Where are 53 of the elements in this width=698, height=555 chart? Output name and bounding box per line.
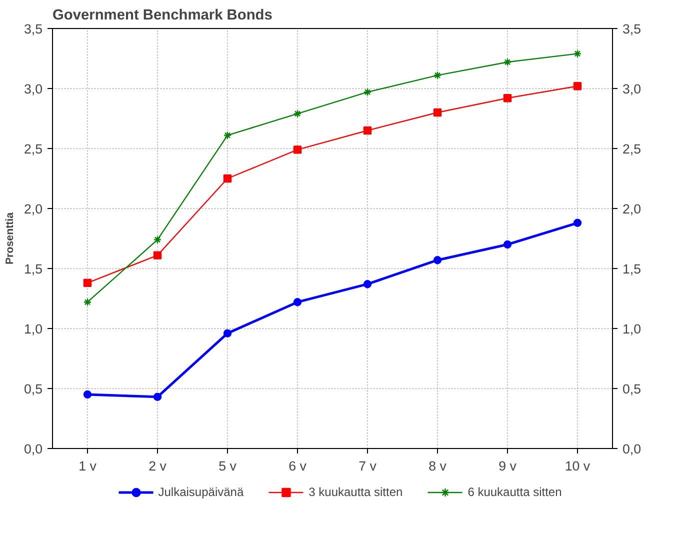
point [573, 82, 582, 90]
x-tick-label: 5 v [218, 458, 237, 474]
y2-tick-label: 3,0 [622, 82, 642, 96]
x-tick-label: 9 v [498, 458, 517, 474]
y2-tick-label: 3,5 [622, 22, 642, 36]
y-tick-label: 0,0 [24, 442, 43, 456]
point [363, 280, 372, 288]
y-tick-label: 2,0 [24, 202, 43, 216]
y-tick-label: 0,5 [24, 382, 43, 396]
y2-tick-label: 0,0 [622, 442, 642, 456]
point [433, 256, 442, 264]
y-axis-title: Prosenttia [4, 212, 16, 265]
legend-label: Julkaisupäivänä [158, 485, 244, 499]
y2-tick-label: 1,5 [622, 262, 642, 276]
x-tick-label: 10 v [564, 458, 590, 474]
point [503, 240, 512, 249]
point [83, 298, 92, 306]
point [153, 392, 162, 401]
x-tick-label: 7 v [358, 458, 377, 474]
point [503, 58, 512, 66]
x-tick-label: 1 v [78, 458, 97, 474]
legend-label: 6 kuukautta sitten [468, 485, 562, 499]
y2-tick-label: 0,5 [622, 382, 642, 396]
point [153, 251, 162, 260]
y-tick-label: 1,5 [24, 262, 43, 276]
point [83, 278, 92, 287]
chart-title: Government Benchmark Bonds [52, 8, 272, 24]
y-tick-label: 3,0 [24, 82, 43, 96]
point [293, 298, 302, 306]
x-tick-label: 2 v [148, 458, 167, 474]
y2-tick-label: 2,5 [622, 142, 642, 156]
point [363, 126, 372, 135]
point [503, 94, 512, 102]
legend-label: 3 kuukautta sitten [308, 485, 403, 499]
y-tick-label: 2,5 [24, 142, 43, 156]
y2-tick-label: 2,0 [622, 202, 642, 216]
point [363, 88, 372, 96]
point [153, 236, 162, 244]
point [223, 131, 232, 140]
point [433, 71, 442, 80]
point [223, 174, 232, 183]
x-tick-label: 6 v [288, 458, 307, 474]
point [83, 390, 92, 399]
point [433, 108, 442, 117]
x-tick-label: 8 v [428, 458, 447, 474]
point [293, 110, 302, 118]
point [573, 50, 582, 58]
y2-tick-label: 1,0 [622, 322, 642, 336]
y-tick-label: 1,0 [24, 322, 43, 336]
point [293, 146, 302, 154]
y-tick-label: 3,5 [24, 22, 43, 36]
point [573, 218, 582, 227]
point [223, 329, 232, 338]
